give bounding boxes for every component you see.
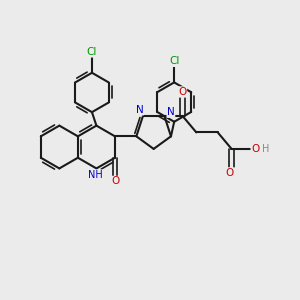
Text: O: O — [251, 144, 260, 154]
Text: H: H — [262, 144, 269, 154]
Text: Cl: Cl — [87, 47, 97, 57]
Text: Cl: Cl — [169, 56, 179, 67]
Text: N: N — [136, 105, 143, 115]
Text: NH: NH — [88, 170, 102, 180]
Text: O: O — [111, 176, 120, 186]
Text: O: O — [178, 87, 187, 97]
Text: N: N — [167, 107, 175, 117]
Text: O: O — [226, 168, 234, 178]
